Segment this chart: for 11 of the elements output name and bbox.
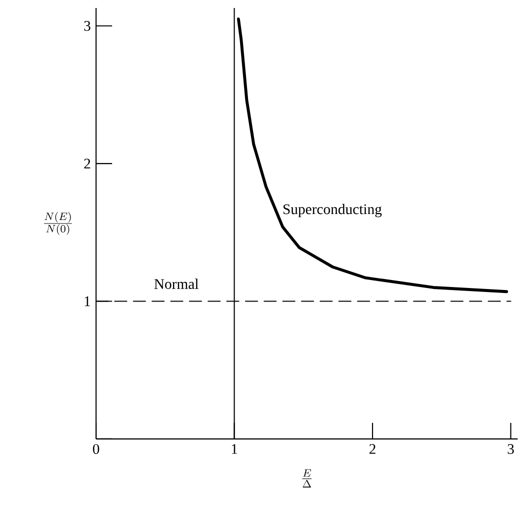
y-axis-title: $\frac{N(E)}{N(0)}$ [44,212,72,236]
x-tick-label: 2 [370,444,376,454]
x-axis-title: $\frac{E}{\Delta}$ [302,470,312,488]
series-label: Normal [154,278,198,290]
y-tick-label: 3 [84,21,90,31]
y-tick-label: 2 [84,158,90,169]
x-tick-label: 1 [232,444,238,454]
series-label: Superconducting [283,204,382,218]
x-tick-label: 3 [508,444,514,454]
x-tick-label: 0 [92,444,100,454]
y-tick-label: 1 [84,296,90,306]
